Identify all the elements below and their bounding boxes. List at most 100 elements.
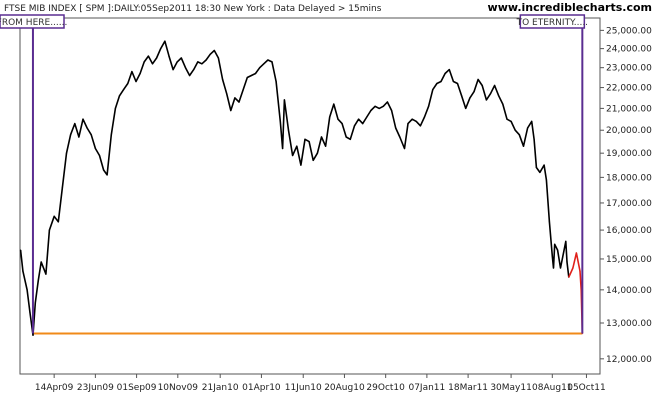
price-point: [139, 72, 141, 75]
x-tick-label: 29Oct10: [366, 383, 405, 393]
price-point: [518, 134, 520, 136]
price-point: [282, 147, 284, 150]
price-point: [151, 63, 154, 65]
price-point: [337, 118, 339, 120]
price-point: [57, 221, 59, 223]
price-point: [432, 89, 434, 91]
price-point: [184, 67, 187, 69]
price-point: [557, 249, 559, 251]
x-tick-label: 18Mar11: [448, 383, 488, 393]
price-point: [156, 57, 158, 59]
price-point: [127, 82, 129, 85]
price-point: [135, 80, 137, 83]
price-point: [114, 107, 116, 109]
price-point: [407, 123, 409, 125]
price-point: [399, 136, 401, 138]
price-point: [20, 249, 22, 251]
price-point: [193, 69, 195, 71]
price-point: [123, 89, 125, 91]
price-point: [312, 159, 314, 161]
price-point: [164, 40, 166, 42]
y-tick-label: 22,000.00: [606, 84, 652, 94]
price-point: [329, 116, 331, 118]
price-point: [554, 243, 556, 245]
price-point: [90, 134, 92, 136]
price-point: [82, 118, 84, 120]
marker-label-box: [519, 14, 586, 29]
price-point: [548, 221, 551, 223]
price-point: [473, 91, 475, 93]
x-axis: 14Apr09 23Jun09 01Sep09 10Nov09 21Jan10 01Apr…: [35, 374, 606, 393]
price-point: [423, 116, 426, 118]
price-point: [452, 80, 454, 83]
price-point: [448, 69, 450, 71]
price-point: [444, 72, 446, 75]
price-point: [349, 138, 351, 140]
price-point: [267, 59, 269, 61]
price-line: [19, 40, 570, 336]
price-point: [34, 302, 36, 304]
price-point: [222, 78, 224, 81]
price-point: [386, 101, 388, 103]
price-point: [533, 138, 535, 140]
price-point: [419, 125, 421, 127]
price-point: [234, 97, 236, 99]
price-point: [539, 171, 541, 173]
price-point: [415, 120, 417, 122]
price-point: [242, 89, 244, 91]
projection-point: [579, 270, 581, 272]
annotation-markers: FROM HERE...... TO ETERNITY.....: [0, 14, 588, 334]
price-point: [428, 105, 430, 107]
price-point: [94, 147, 96, 150]
price-point: [477, 78, 479, 81]
y-tick-label: 25,000.00: [606, 26, 652, 36]
price-series: [19, 40, 570, 336]
price-point: [481, 84, 483, 87]
price-point: [559, 267, 562, 269]
marker-label: FROM HERE......: [0, 18, 67, 28]
x-tick-label: 10Nov09: [158, 383, 199, 393]
price-point: [217, 57, 219, 59]
plot-frame: [19, 17, 601, 375]
price-point: [498, 95, 500, 97]
price-point: [506, 118, 508, 120]
price-point: [395, 127, 397, 129]
price-point: [341, 123, 343, 125]
x-tick-label: 21Jan10: [202, 383, 239, 393]
price-point: [86, 127, 88, 129]
price-point: [358, 118, 360, 120]
y-tick-label: 14,000.00: [606, 286, 652, 296]
y-tick-label: 16,000.00: [606, 226, 652, 236]
price-point: [250, 74, 252, 77]
price-point: [246, 76, 248, 79]
price-point: [275, 80, 277, 83]
price-point: [143, 61, 145, 63]
price-point: [494, 84, 496, 87]
price-point: [103, 169, 105, 171]
y-tick-label: 21,000.00: [606, 104, 652, 114]
y-tick-label: 13,000.00: [606, 319, 652, 329]
price-point: [118, 95, 121, 97]
price-point: [292, 154, 294, 157]
price-point: [189, 74, 191, 77]
chart-title: FTSE MIB INDEX [ SPM ]:DAILY:05Sep2011 1…: [4, 4, 382, 14]
price-point: [74, 123, 76, 125]
price-point: [461, 95, 463, 97]
y-tick-label: 12,000.00: [606, 355, 652, 365]
price-point: [176, 61, 178, 63]
price-point: [382, 105, 384, 107]
price-point: [545, 179, 548, 181]
price-point: [527, 127, 529, 129]
y-tick-label: 17,000.00: [606, 199, 652, 209]
price-point: [522, 145, 525, 147]
price-point: [366, 116, 368, 118]
price-point: [333, 103, 335, 105]
price-point: [254, 72, 257, 75]
projection-point: [568, 276, 570, 278]
price-point: [48, 229, 51, 231]
price-point: [26, 289, 28, 291]
price-point: [40, 261, 42, 263]
projection-point: [575, 252, 578, 254]
price-point: [436, 82, 438, 85]
